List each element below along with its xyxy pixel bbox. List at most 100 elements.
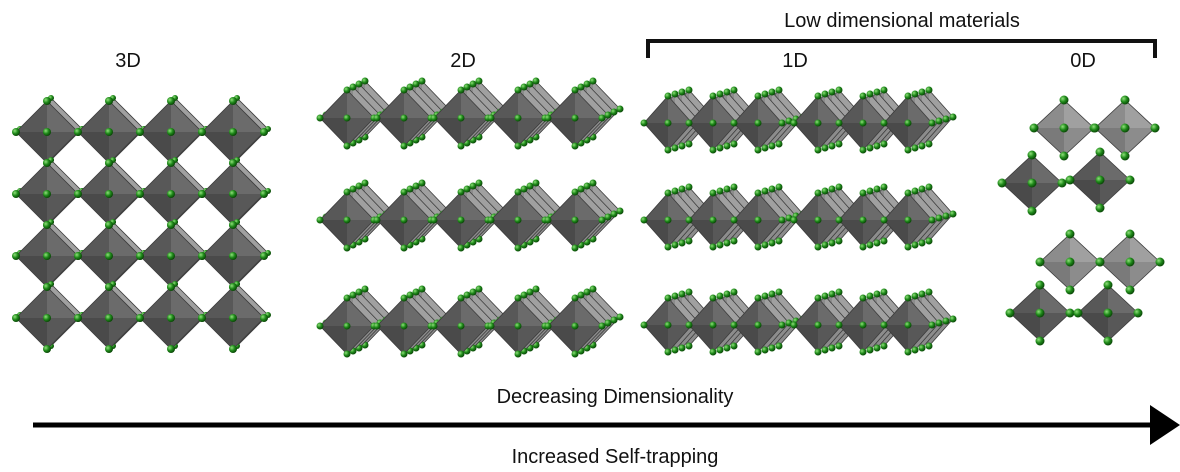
atom: [679, 89, 686, 96]
atom: [950, 114, 957, 121]
atom: [755, 295, 762, 302]
atom: [1096, 148, 1105, 157]
atom: [407, 84, 414, 91]
atom: [584, 183, 591, 190]
atom: [919, 291, 926, 298]
atom: [829, 345, 836, 352]
atom: [488, 323, 495, 330]
atom: [167, 314, 175, 322]
atom: [515, 143, 522, 150]
atom: [401, 115, 408, 122]
arrow-top-label: Decreasing Dimensionality: [497, 386, 734, 408]
atom: [860, 244, 867, 251]
atom: [836, 322, 843, 329]
atom: [362, 180, 369, 187]
atom: [912, 188, 919, 195]
atom: [943, 213, 950, 220]
atom: [779, 322, 786, 329]
atom: [724, 345, 731, 352]
atom: [136, 128, 144, 136]
atom: [229, 283, 237, 291]
atom: [881, 217, 888, 224]
atom: [1104, 281, 1113, 290]
atom: [1036, 337, 1045, 346]
atom: [1121, 96, 1130, 105]
atom: [545, 323, 552, 330]
atom: [572, 351, 579, 358]
atom: [1028, 179, 1037, 188]
atom: [829, 240, 836, 247]
atom: [1156, 258, 1165, 267]
atom: [686, 238, 693, 245]
atom: [717, 347, 724, 354]
atom: [919, 89, 926, 96]
atom: [105, 159, 113, 167]
atom: [836, 120, 843, 127]
atom: [413, 81, 420, 88]
atom: [769, 240, 776, 247]
atom: [407, 292, 414, 299]
atom: [611, 109, 618, 116]
atom: [679, 345, 686, 352]
atom: [527, 81, 534, 88]
atom: [572, 87, 579, 94]
atom: [260, 314, 268, 322]
atom: [1126, 286, 1135, 295]
atom: [74, 190, 82, 198]
atom: [874, 291, 881, 298]
atom: [229, 190, 237, 198]
atom: [717, 293, 724, 300]
atom: [791, 217, 798, 224]
atom: [617, 314, 624, 321]
atom: [905, 217, 912, 224]
atom: [822, 293, 829, 300]
atom: [74, 252, 82, 260]
atom: [198, 252, 206, 260]
atom: [762, 242, 769, 249]
atom: [769, 89, 776, 96]
atom: [731, 120, 738, 127]
atom: [874, 89, 881, 96]
atom: [344, 245, 351, 252]
atom: [672, 293, 679, 300]
atom: [710, 295, 717, 302]
atom: [762, 145, 769, 152]
atom: [401, 351, 408, 358]
atom: [936, 215, 943, 222]
atom: [755, 217, 762, 224]
atom: [350, 292, 357, 299]
atom: [413, 289, 420, 296]
atom: [710, 93, 717, 100]
atom: [919, 143, 926, 150]
atom: [1066, 258, 1075, 267]
atom: [167, 252, 175, 260]
atom: [105, 345, 113, 353]
atom: [12, 314, 20, 322]
atom: [815, 190, 822, 197]
atom: [105, 314, 113, 322]
atom: [686, 289, 693, 296]
atom: [929, 217, 936, 224]
panel-label: 3D: [115, 50, 141, 72]
atom: [401, 217, 408, 224]
atom: [521, 292, 528, 299]
atom: [686, 184, 693, 191]
atom: [874, 186, 881, 193]
atom: [762, 347, 769, 354]
atom: [710, 244, 717, 251]
atom: [590, 78, 597, 85]
atom: [710, 322, 717, 329]
atom: [470, 289, 477, 296]
atom: [860, 120, 867, 127]
atom: [829, 291, 836, 298]
atom: [686, 141, 693, 148]
atom: [572, 323, 579, 330]
atom: [476, 180, 483, 187]
atom: [836, 217, 843, 224]
atom: [515, 87, 522, 94]
atom: [605, 320, 612, 327]
atom: [458, 295, 465, 302]
atom: [344, 295, 351, 302]
atom: [762, 188, 769, 195]
atom: [815, 322, 822, 329]
